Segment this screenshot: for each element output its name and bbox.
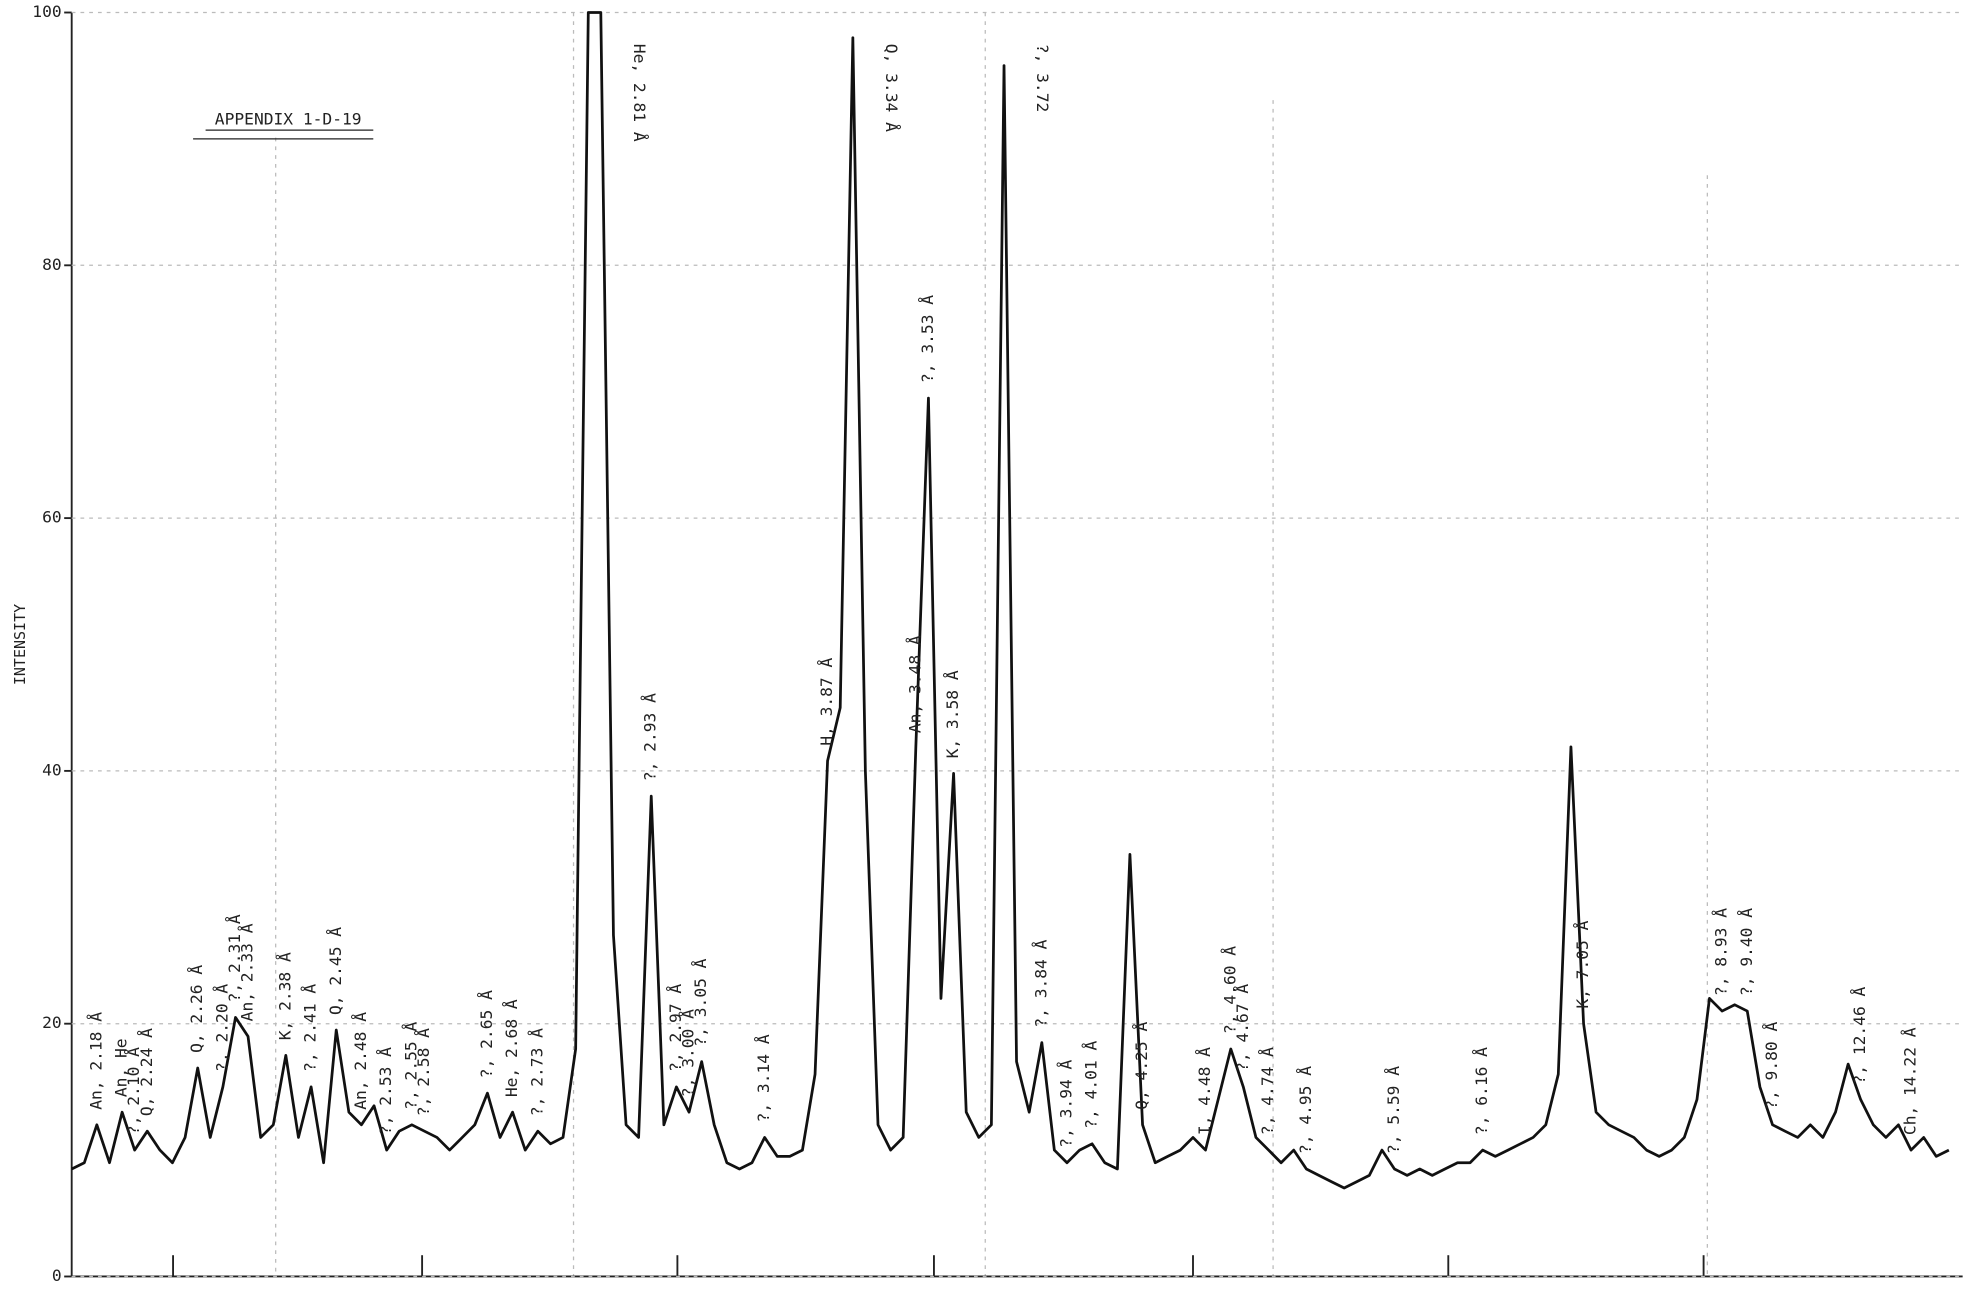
peak-label: ?, 3.53 Å	[918, 295, 937, 383]
peak-label: He, 2.68 Å	[502, 999, 521, 1097]
peak-label: ?, 9.80 Å	[1762, 1022, 1781, 1110]
vertical-guides	[275, 12, 1708, 1277]
y-axis-label: INTENSITY	[11, 604, 29, 685]
peak-label: ?, 2.20 Å	[212, 984, 231, 1072]
peak-label: ?, 4.01 Å	[1082, 1040, 1101, 1128]
peak-label: K, 2.38 Å	[275, 952, 294, 1040]
peak-label: ?, 2.93 Å	[641, 693, 660, 781]
y-tick-label: 100	[32, 2, 61, 21]
peak-label: Q, 2.24 Å	[137, 1028, 156, 1116]
peak-label: Q, 4.25 Å	[1132, 1022, 1151, 1110]
y-tick-label: 40	[42, 760, 62, 779]
x-axis-ticks	[172, 1255, 1705, 1277]
peak-label: ?, 3.84 Å	[1031, 939, 1050, 1027]
peak-label: H, 3.87 Å	[817, 658, 836, 746]
peak-label: K, 3.58 Å	[943, 670, 962, 758]
peak-label: ?, 9.40 Å	[1737, 908, 1756, 996]
peak-label: An, 2.18 Å	[86, 1012, 105, 1110]
peak-label: ?, 12.46 Å	[1850, 986, 1869, 1084]
peak-label: ?, 8.93 Å	[1712, 908, 1731, 996]
y-tick-label: 60	[42, 508, 62, 527]
y-tick-label: 0	[52, 1266, 62, 1285]
peak-label: An, 2.33 Å	[238, 923, 257, 1021]
peak-label: An, He	[112, 1038, 131, 1097]
peak-label: I, 4.48 Å	[1195, 1047, 1214, 1135]
peak-label: ?, 2.10 Å	[124, 1047, 143, 1135]
peak-label: ?, 4.67 Å	[1233, 984, 1252, 1072]
y-tick-label: 80	[42, 255, 62, 274]
peak-label: An, 3.48 Å	[905, 635, 924, 733]
diffraction-trace	[71, 11, 1950, 1190]
peak-label: ?, 5.59 Å	[1384, 1066, 1403, 1154]
peak-label: ?, 2.53 Å	[376, 1047, 395, 1135]
peak-label: ?, 3.00 Å	[679, 1009, 698, 1097]
peak-label: Q, 2.26 Å	[187, 965, 206, 1053]
peak-label: An, 2.48 Å	[351, 1012, 370, 1110]
peak-label: ?, 3.14 Å	[754, 1034, 773, 1122]
peak-label: ?, 2.58 Å	[414, 1028, 433, 1116]
peak-label: ?, 2.97 Å	[666, 984, 685, 1072]
peak-label: ?, 3.72	[1033, 44, 1052, 112]
peak-label: ?, 3.94 Å	[1056, 1059, 1075, 1147]
peak-label: He, 2.81 Å	[630, 44, 649, 142]
peak-label: ?, 6.16 Å	[1472, 1047, 1491, 1135]
peak-label: K, 7.05 Å	[1573, 920, 1592, 1008]
peak-label: ?, 4.74 Å	[1258, 1047, 1277, 1135]
peak-label: ?, 2.41 Å	[301, 984, 320, 1072]
peak-label: ?, 3.05 Å	[691, 958, 710, 1046]
peak-label: ?, 2.31 Å	[225, 914, 244, 1002]
peak-label: ?, 2.65 Å	[477, 990, 496, 1078]
peak-label: ?, 4.60 Å	[1220, 946, 1239, 1034]
peak-label: Q, 2.45 Å	[326, 927, 345, 1015]
y-tick-label: 20	[42, 1013, 62, 1032]
peak-label: Ch, 14.22 Å	[1901, 1027, 1920, 1135]
chart-title: APPENDIX 1-D-19	[215, 110, 362, 129]
peak-label: ?, 4.95 Å	[1296, 1066, 1315, 1154]
peak-label: ?, 2.73 Å	[527, 1028, 546, 1116]
peak-label: ?, 2.55 Å	[401, 1022, 420, 1110]
peak-label: Q, 3.34 Å	[882, 44, 901, 132]
